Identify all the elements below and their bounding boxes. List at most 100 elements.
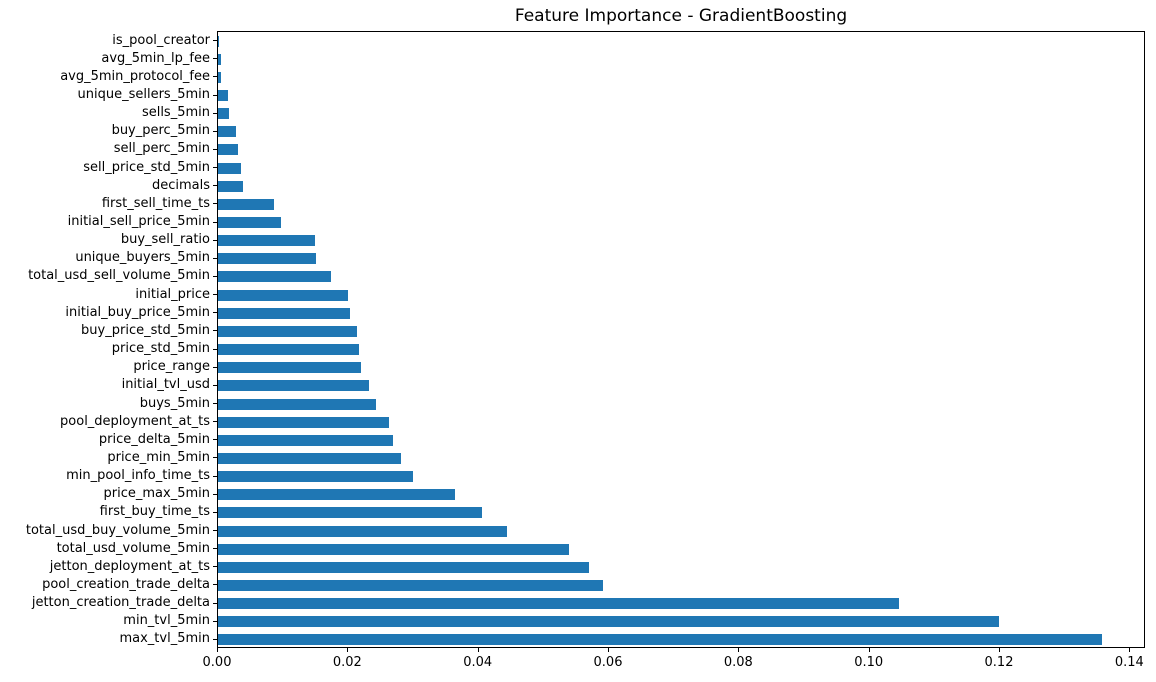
y-tick-mark	[213, 131, 217, 132]
bar-price_std_5min	[218, 344, 359, 356]
x-tick-label-0.08: 0.08	[723, 655, 753, 670]
bar-unique_buyers_5min	[218, 253, 316, 265]
bar-total_usd_sell_volume_5min	[218, 271, 331, 283]
bar-initial_sell_price_5min	[218, 217, 282, 229]
y-tick-label-min_pool_info_time_ts: min_pool_info_time_ts	[66, 468, 210, 484]
y-tick-label-price_max_5min: price_max_5min	[103, 486, 210, 502]
y-tick-label-total_usd_sell_volume_5min: total_usd_sell_volume_5min	[28, 268, 210, 284]
x-tick-mark	[999, 648, 1000, 652]
y-tick-mark	[213, 167, 217, 168]
y-tick-label-initial_sell_price_5min: initial_sell_price_5min	[67, 214, 210, 230]
bar-buys_5min	[218, 398, 376, 410]
bar-decimals	[218, 180, 243, 192]
y-tick-mark	[213, 312, 217, 313]
y-tick-label-sell_price_std_5min: sell_price_std_5min	[83, 159, 210, 175]
bar-jetton_creation_trade_delta	[218, 598, 899, 610]
y-tick-label-min_tvl_5min: min_tvl_5min	[123, 613, 210, 629]
y-tick-mark	[213, 185, 217, 186]
bar-avg_5min_protocol_fee	[218, 71, 221, 83]
y-tick-label-is_pool_creator: is_pool_creator	[112, 32, 210, 48]
y-tick-mark	[213, 621, 217, 622]
y-tick-label-pool_creation_trade_delta: pool_creation_trade_delta	[42, 576, 210, 592]
x-tick-mark	[217, 648, 218, 652]
y-tick-label-first_sell_time_ts: first_sell_time_ts	[101, 195, 210, 211]
y-tick-mark	[213, 584, 217, 585]
x-tick-mark	[738, 648, 739, 652]
bar-buy_perc_5min	[218, 126, 237, 138]
bar-max_tvl_5min	[218, 634, 1102, 646]
x-tick-label-0.12: 0.12	[984, 655, 1014, 670]
y-tick-label-price_std_5min: price_std_5min	[111, 341, 210, 357]
y-tick-label-buy_perc_5min: buy_perc_5min	[111, 123, 210, 139]
y-tick-label-sells_5min: sells_5min	[141, 105, 210, 121]
y-tick-label-pool_deployment_at_ts: pool_deployment_at_ts	[60, 413, 210, 429]
bar-pool_creation_trade_delta	[218, 579, 604, 591]
bar-total_usd_volume_5min	[218, 543, 569, 555]
y-tick-mark	[213, 439, 217, 440]
y-tick-label-buy_sell_ratio: buy_sell_ratio	[120, 232, 210, 248]
bar-first_sell_time_ts	[218, 198, 275, 210]
x-tick-label-0.06: 0.06	[593, 655, 623, 670]
x-tick-mark	[1129, 648, 1130, 652]
y-tick-mark	[213, 76, 217, 77]
bar-jetton_deployment_at_ts	[218, 561, 589, 573]
x-tick-label-0.10: 0.10	[854, 655, 884, 670]
bar-total_usd_buy_volume_5min	[218, 525, 507, 537]
y-tick-label-initial_buy_price_5min: initial_buy_price_5min	[65, 304, 210, 320]
y-tick-label-buys_5min: buys_5min	[139, 395, 210, 411]
bar-first_buy_time_ts	[218, 507, 482, 519]
bar-avg_5min_lp_fee	[218, 53, 221, 65]
y-tick-label-total_usd_volume_5min: total_usd_volume_5min	[56, 540, 210, 556]
y-tick-mark	[213, 421, 217, 422]
bar-price_range	[218, 362, 361, 374]
bar-initial_price	[218, 289, 348, 301]
y-tick-label-buy_price_std_5min: buy_price_std_5min	[81, 322, 210, 338]
y-tick-mark	[213, 258, 217, 259]
bar-price_delta_5min	[218, 434, 394, 446]
bar-price_max_5min	[218, 489, 455, 501]
chart-title: Feature Importance - GradientBoosting	[514, 6, 848, 26]
x-tick-label-0.02: 0.02	[332, 655, 362, 670]
x-tick-mark	[608, 648, 609, 652]
y-tick-label-avg_5min_protocol_fee: avg_5min_protocol_fee	[60, 68, 210, 84]
bar-is_pool_creator	[218, 35, 219, 47]
bar-sell_price_std_5min	[218, 162, 242, 174]
y-tick-mark	[213, 95, 217, 96]
y-tick-mark	[213, 512, 217, 513]
y-tick-label-max_tvl_5min: max_tvl_5min	[119, 631, 210, 647]
y-tick-label-initial_price: initial_price	[135, 286, 210, 302]
y-tick-label-initial_tvl_usd: initial_tvl_usd	[121, 377, 210, 393]
y-tick-label-unique_buyers_5min: unique_buyers_5min	[75, 250, 210, 266]
y-tick-label-jetton_creation_trade_delta: jetton_creation_trade_delta	[31, 595, 210, 611]
y-tick-mark	[213, 203, 217, 204]
y-tick-mark	[213, 494, 217, 495]
x-tick-label-0.04: 0.04	[463, 655, 493, 670]
y-tick-mark	[213, 330, 217, 331]
y-tick-mark	[213, 548, 217, 549]
x-tick-label-0.00: 0.00	[202, 655, 232, 670]
plot-area	[217, 31, 1145, 648]
y-tick-mark	[213, 58, 217, 59]
y-tick-mark	[213, 639, 217, 640]
y-tick-mark	[213, 603, 217, 604]
y-tick-label-jetton_deployment_at_ts: jetton_deployment_at_ts	[49, 558, 210, 574]
y-tick-mark	[213, 240, 217, 241]
x-tick-mark	[347, 648, 348, 652]
bar-unique_sellers_5min	[218, 90, 228, 101]
bar-sells_5min	[218, 108, 230, 120]
y-tick-label-price_range: price_range	[133, 359, 210, 375]
y-tick-mark	[213, 566, 217, 567]
bar-price_min_5min	[218, 452, 402, 464]
y-tick-mark	[213, 113, 217, 114]
y-tick-mark	[213, 276, 217, 277]
y-tick-label-sell_perc_5min: sell_perc_5min	[113, 141, 210, 157]
bar-min_tvl_5min	[218, 616, 1000, 628]
bar-initial_buy_price_5min	[218, 307, 350, 319]
x-tick-mark	[869, 648, 870, 652]
x-tick-mark	[478, 648, 479, 652]
bar-pool_deployment_at_ts	[218, 416, 390, 428]
y-tick-mark	[213, 149, 217, 150]
y-tick-label-unique_sellers_5min: unique_sellers_5min	[77, 87, 210, 102]
y-tick-mark	[213, 457, 217, 458]
